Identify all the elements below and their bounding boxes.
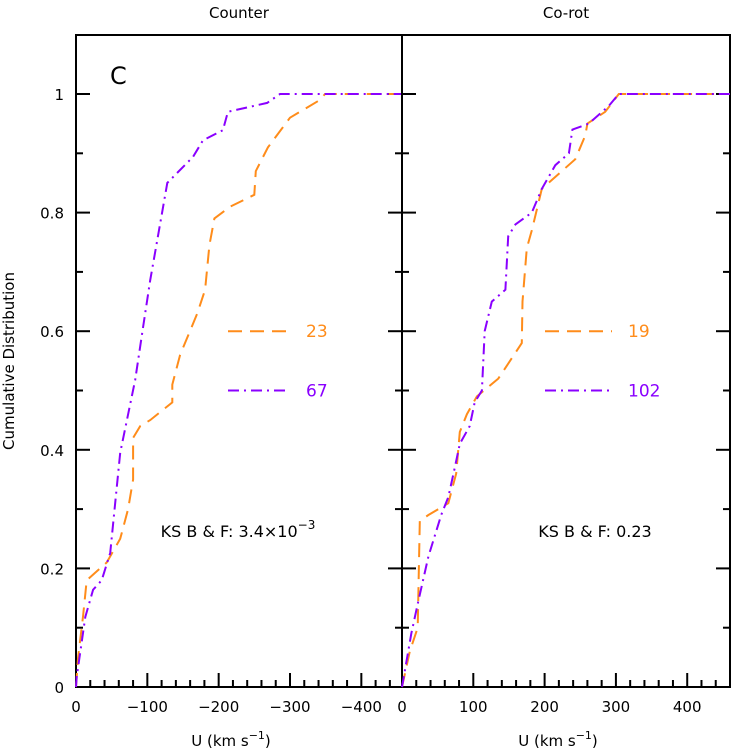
series-line-67 [75, 93, 402, 688]
series-line-102 [401, 93, 730, 688]
x-tick-label: 0 [71, 698, 81, 716]
panel-title: Counter [209, 4, 270, 22]
y-tick-label: 0 [54, 679, 64, 697]
legend-label: 19 [628, 322, 650, 342]
y-tick-label: 0.2 [40, 560, 64, 578]
legend-label: 67 [306, 382, 328, 402]
x-tick-label: −300 [269, 698, 310, 716]
y-axis-label: Cumulative Distribution [0, 272, 18, 450]
x-tick-label: 200 [530, 698, 559, 716]
plot-frame [75, 34, 403, 688]
y-tick-label: 1 [54, 86, 64, 104]
panel-title: Co-rot [543, 4, 589, 22]
x-tick-label: 400 [673, 698, 702, 716]
plot-frame [401, 34, 731, 688]
y-tick-label: 0.4 [40, 442, 64, 460]
panel-label: C [110, 62, 127, 90]
legend-label: 23 [306, 322, 328, 342]
panel-1: 0 100 200 300 400 Co-rot U (km s−1) KS B & F: 0… [397, 4, 731, 750]
y-tick-label: 0.6 [40, 323, 64, 341]
x-axis-label: U (km s−1) [191, 729, 271, 750]
x-tick-label: 0 [397, 698, 407, 716]
series-line-23 [75, 93, 402, 688]
x-tick-label: −200 [198, 698, 239, 716]
legend-label: 102 [628, 382, 660, 402]
x-axis-label: U (km s−1) [518, 729, 598, 750]
ks-annotation: KS B & F: 3.4×10−3 [161, 518, 316, 541]
x-tick-label: 300 [602, 698, 631, 716]
x-tick-label: 100 [459, 698, 488, 716]
series-line-19 [401, 93, 730, 688]
x-tick-label: −400 [341, 698, 382, 716]
ks-annotation: KS B & F: 0.23 [538, 522, 651, 541]
panel-0: 0 −100 −200 −300 −400 0 0.2 0.4 0.6 0.8 1 Counter U … [40, 4, 403, 750]
x-tick-label: −100 [127, 698, 168, 716]
y-tick-label: 0.8 [40, 205, 64, 223]
